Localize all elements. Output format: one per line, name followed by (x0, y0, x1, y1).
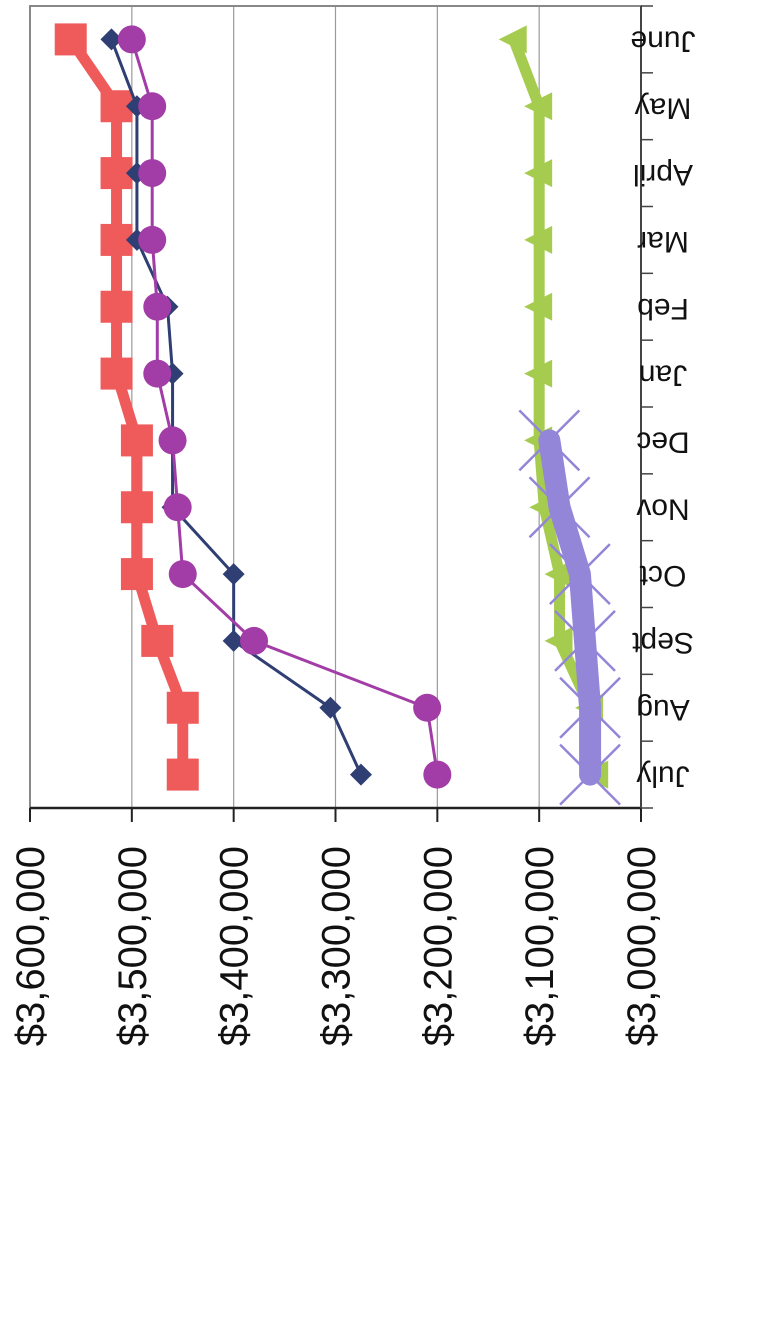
category-tick-label: May (635, 91, 692, 124)
data-point-circle (163, 493, 192, 522)
data-point-circle (168, 560, 197, 589)
value-tick-label: $3,000,000 (620, 846, 664, 1046)
data-point-square (141, 624, 174, 657)
data-point-x (554, 610, 616, 672)
data-point-triangle (524, 292, 553, 321)
data-point-circle (138, 92, 167, 121)
category-tick-label: Feb (637, 292, 689, 325)
data-point-triangle (544, 626, 573, 655)
series-line (508, 33, 601, 781)
category-tick-label: Aug (636, 693, 689, 726)
data-point-circle (138, 225, 167, 254)
data-point-triangle (544, 560, 573, 589)
series-circle (117, 25, 452, 789)
data-point-x (549, 543, 611, 605)
data-point-triangle (498, 25, 527, 54)
data-point-square (120, 558, 153, 591)
category-tick-label: Dec (636, 425, 689, 458)
value-tick-label: $3,100,000 (518, 846, 562, 1046)
data-point-x (528, 476, 591, 539)
data-point-circle (117, 25, 146, 54)
data-point-circle (413, 693, 442, 722)
data-point-triangle (524, 225, 553, 254)
value-tick-label: $3,200,000 (416, 846, 460, 1046)
data-point-diamond (222, 563, 245, 586)
data-point-triangle (524, 359, 553, 388)
data-point-square (166, 691, 199, 724)
category-tick-label: April (633, 158, 693, 191)
data-point-diamond (222, 629, 245, 652)
data-point-square (166, 758, 199, 791)
data-point-circle (143, 359, 172, 388)
value-tick-label: $3,500,000 (111, 846, 155, 1046)
data-point-circle (138, 159, 167, 188)
data-point-triangle (524, 159, 553, 188)
data-point-square (120, 424, 153, 457)
data-point-diamond (319, 696, 342, 719)
series-square (54, 23, 199, 791)
data-point-triangle (524, 92, 553, 121)
data-point-square (100, 290, 133, 323)
series-x (518, 409, 621, 806)
category-tick-label: June (630, 24, 695, 57)
category-tick-label: Oct (639, 559, 686, 592)
data-point-x (559, 743, 621, 806)
data-point-square (120, 491, 153, 524)
data-point-circle (240, 626, 269, 655)
chart-plot-area: $3,000,000 $3,100,000 $3,200,000 $3,300,000… (9, 5, 696, 1046)
data-point-x (518, 409, 581, 472)
category-tick-label: July (636, 760, 689, 793)
data-point-circle (158, 426, 187, 455)
data-point-square (54, 23, 87, 56)
data-point-x (559, 676, 621, 739)
data-point-circle (143, 292, 172, 321)
category-tick-label: Sept (631, 626, 693, 659)
data-point-diamond (100, 28, 123, 51)
value-tick-label: $3,300,000 (315, 846, 359, 1046)
value-tick-label: $3,400,000 (213, 846, 257, 1046)
data-point-diamond (349, 763, 372, 786)
data-point-square (100, 357, 133, 390)
series-line (538, 429, 602, 786)
category-tick-label: Nov (636, 492, 689, 525)
data-point-circle (423, 760, 452, 789)
category-tick-label: Mar (637, 225, 689, 258)
value-tick-label: $3,600,000 (9, 846, 53, 1046)
category-tick-label: Jan (639, 359, 687, 392)
